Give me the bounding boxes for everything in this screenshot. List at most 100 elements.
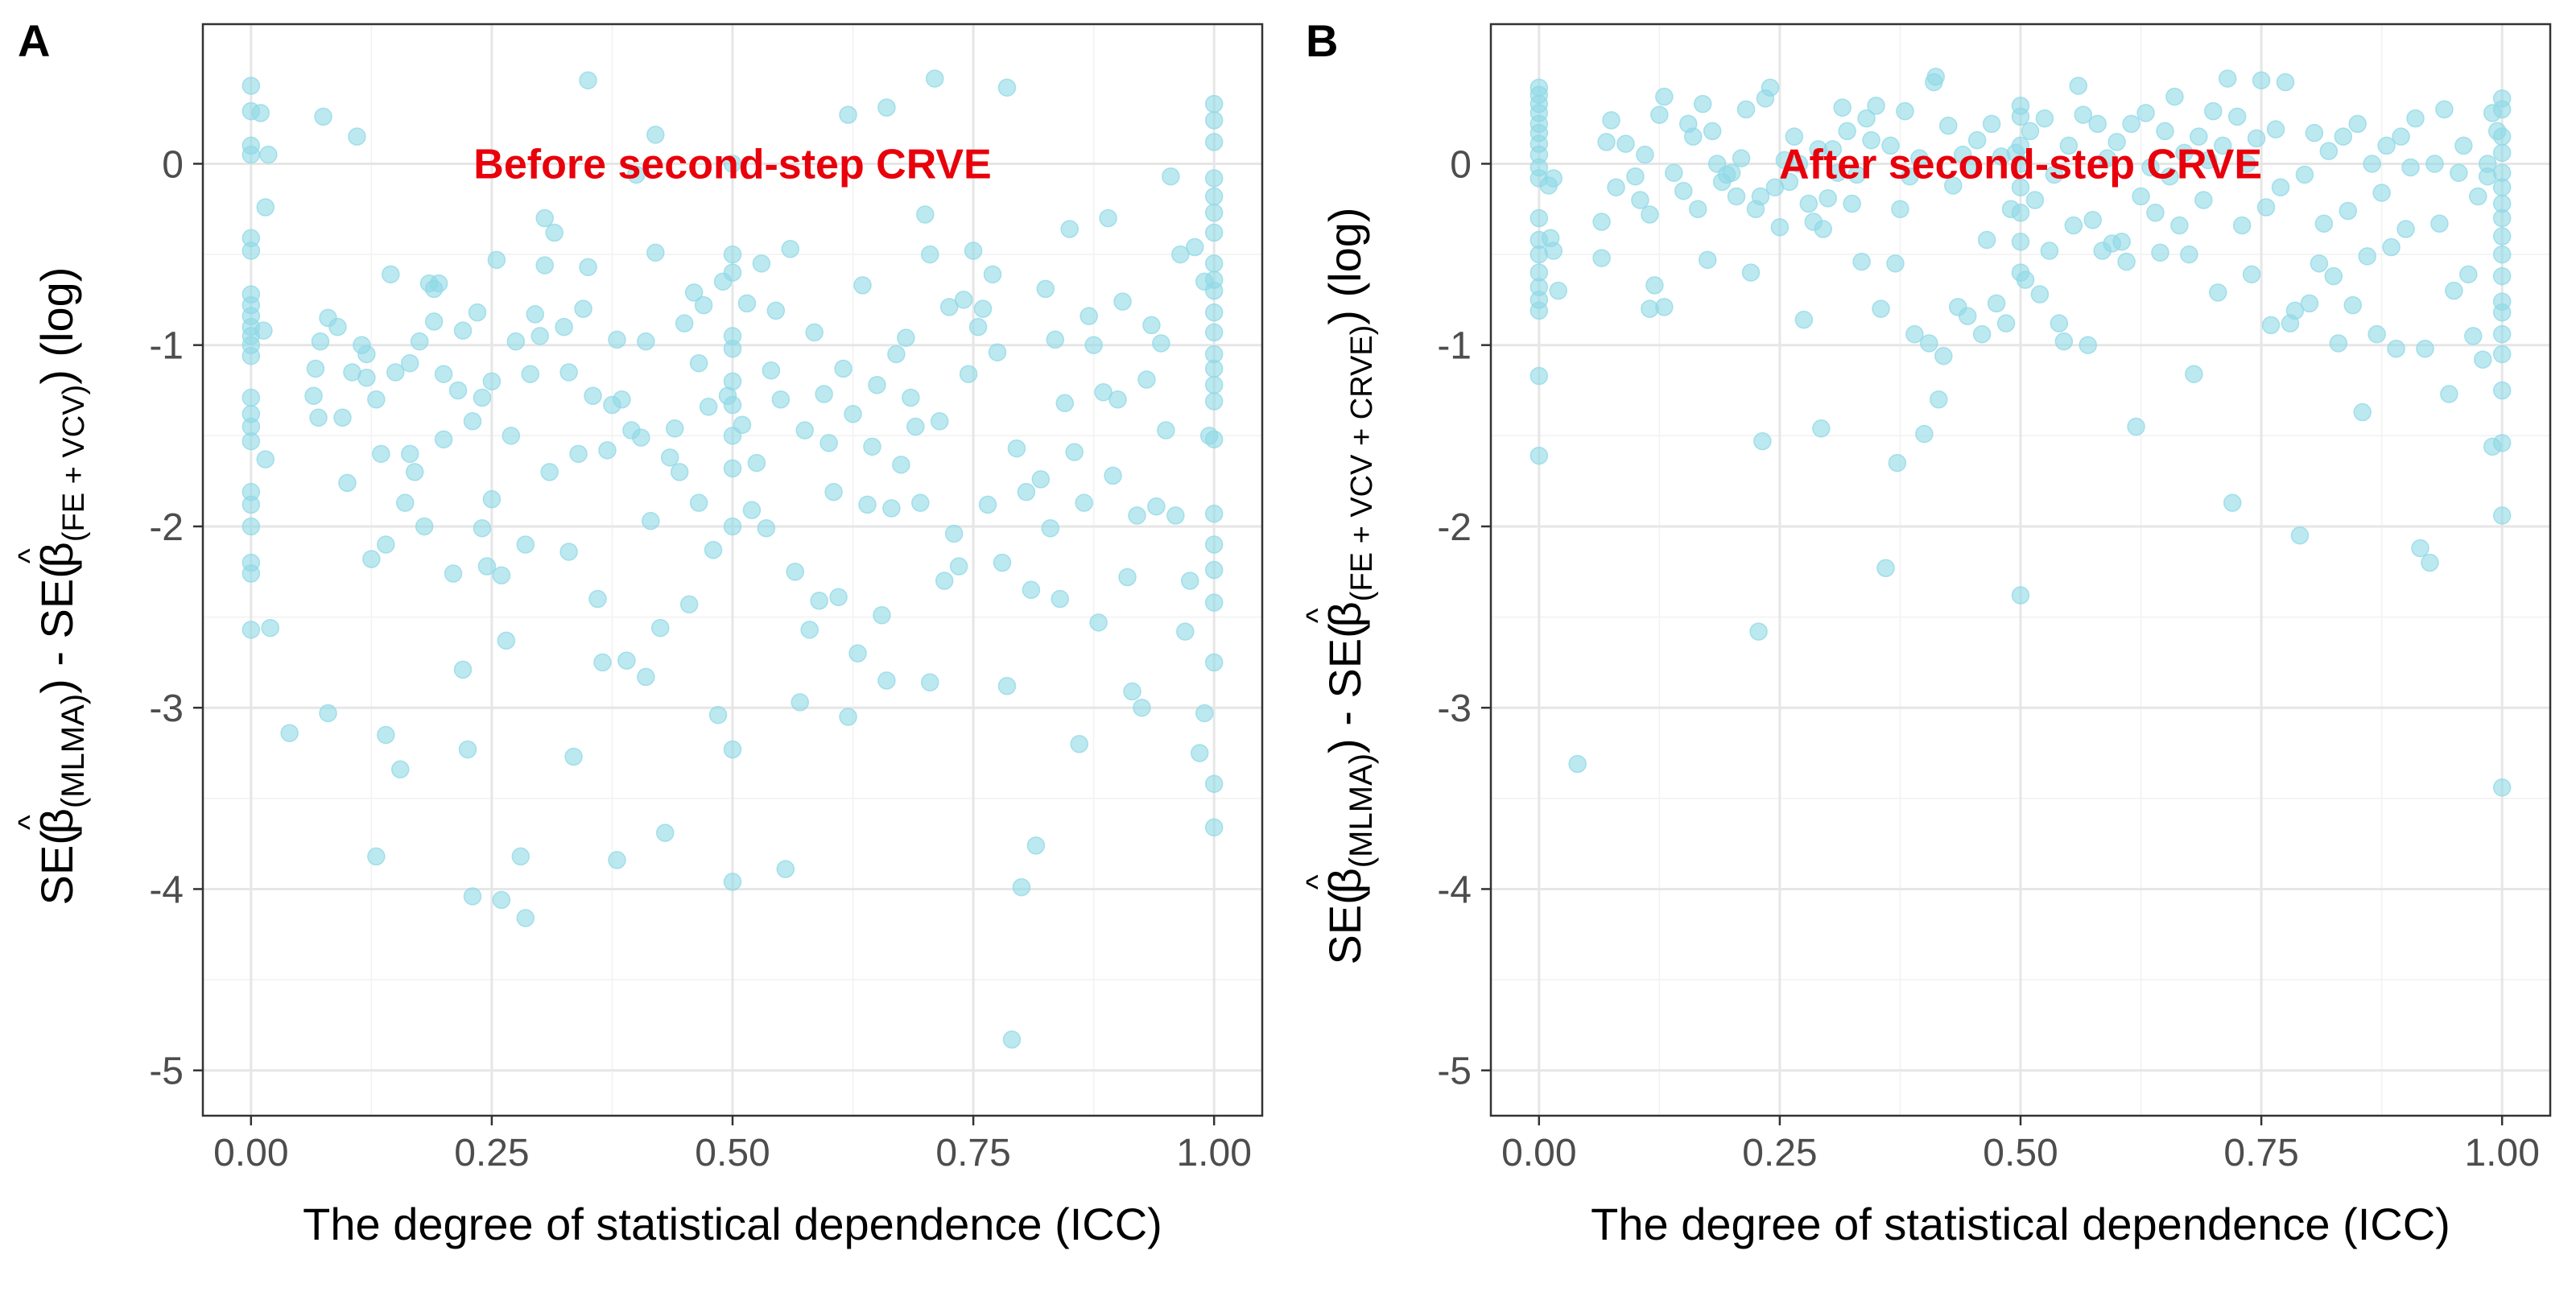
scatter-point bbox=[2492, 381, 2512, 400]
scatter-point bbox=[559, 543, 578, 561]
scatter-point bbox=[1753, 431, 1772, 451]
scatter-point bbox=[1939, 116, 1958, 135]
scatter-point bbox=[921, 245, 939, 264]
scatter-point bbox=[810, 592, 828, 610]
scatter-point bbox=[954, 291, 973, 309]
x-tick-label: 0.50 bbox=[695, 1132, 770, 1174]
scatter-point bbox=[1896, 101, 1914, 121]
scatter-point bbox=[2127, 417, 2145, 436]
scatter-point bbox=[983, 265, 1002, 284]
scatter-point bbox=[453, 321, 473, 340]
scatter-point bbox=[2492, 143, 2512, 163]
scatter-point bbox=[242, 241, 261, 260]
scatter-point bbox=[502, 427, 521, 445]
scatter-point bbox=[699, 398, 718, 416]
scatter-point bbox=[1186, 237, 1204, 257]
scatter-point bbox=[637, 667, 655, 687]
scatter-point bbox=[372, 444, 390, 464]
scatter-point bbox=[892, 456, 910, 474]
scatter-point bbox=[959, 365, 978, 383]
scatter-point bbox=[723, 740, 742, 759]
scatter-point bbox=[2329, 334, 2348, 353]
scatter-point bbox=[1108, 390, 1127, 409]
scatter-point bbox=[2088, 114, 2107, 134]
scatter-point bbox=[2011, 107, 2030, 126]
scatter-point bbox=[400, 353, 419, 373]
scatter-point bbox=[873, 606, 891, 625]
scatter-point bbox=[256, 450, 275, 469]
scatter-point bbox=[1084, 336, 1103, 354]
scatter-point bbox=[747, 453, 766, 473]
x-tick-label: 1.00 bbox=[2464, 1132, 2539, 1174]
scatter-points bbox=[242, 69, 1224, 1049]
y-title-suffix: ) (log) bbox=[1319, 207, 1370, 324]
scatter-point bbox=[1886, 254, 1905, 273]
scatter-point bbox=[2083, 211, 2102, 229]
scatter-point bbox=[482, 372, 502, 390]
scatter-point bbox=[723, 372, 742, 390]
scatter-point bbox=[2040, 241, 2059, 260]
scatter-point bbox=[434, 365, 453, 383]
scatter-point bbox=[304, 386, 323, 406]
scatter-point bbox=[670, 463, 689, 481]
scatter-point bbox=[468, 303, 487, 322]
scatter-point bbox=[608, 851, 626, 869]
scatter-point bbox=[2492, 100, 2512, 119]
scatter-point bbox=[2122, 114, 2140, 134]
scatter-point bbox=[973, 299, 993, 318]
scatter-point bbox=[516, 535, 535, 554]
scatter-point bbox=[944, 524, 964, 543]
scatter-point bbox=[921, 673, 939, 691]
scatter-point bbox=[1133, 698, 1151, 717]
y-title-subscript: (FE + VCV) bbox=[57, 385, 91, 542]
scatter-point bbox=[497, 631, 516, 650]
scatter-point bbox=[824, 482, 843, 502]
y-title-middle: ) - SE( bbox=[1319, 623, 1370, 753]
scatter-point bbox=[708, 705, 728, 724]
scatter-point bbox=[776, 860, 795, 878]
scatter-point bbox=[1616, 134, 1635, 153]
scatter-point bbox=[1026, 836, 1046, 855]
scatter-point bbox=[535, 208, 554, 228]
panel-annotation: After second-step CRVE bbox=[1779, 141, 2262, 188]
scatter-point bbox=[858, 495, 877, 514]
y-title-prefix: SE( bbox=[31, 830, 82, 906]
scatter-point bbox=[2469, 187, 2487, 206]
scatter-point bbox=[1597, 133, 1616, 151]
scatter-point bbox=[1674, 181, 1693, 200]
scatter-point bbox=[1645, 276, 1664, 295]
scatter-point bbox=[2406, 109, 2425, 128]
x-tick-label: 0.75 bbox=[2223, 1132, 2298, 1174]
scatter-point bbox=[877, 98, 896, 117]
scatter-point bbox=[1698, 250, 1717, 270]
scatter-point bbox=[2421, 553, 2439, 572]
scatter-point bbox=[492, 566, 511, 585]
scatter-point bbox=[906, 417, 925, 436]
scatter-point bbox=[1693, 94, 1712, 114]
y-title-hat: ^ bbox=[1300, 608, 1335, 623]
scatter-point bbox=[463, 887, 482, 906]
scatter-point bbox=[2285, 301, 2305, 320]
scatter-point bbox=[723, 873, 742, 891]
scatter-point bbox=[1996, 314, 2016, 332]
y-title-subscript: (MLMA) bbox=[1344, 753, 1379, 868]
scatter-point bbox=[930, 412, 949, 431]
scatter-point bbox=[1204, 303, 1224, 322]
scatter-point bbox=[2392, 127, 2410, 146]
scatter-point bbox=[1012, 877, 1031, 897]
y-title-suffix: ) (log) bbox=[31, 267, 82, 385]
scatter-point bbox=[665, 419, 684, 438]
scatter-point bbox=[757, 518, 776, 538]
scatter-point bbox=[1814, 220, 1832, 238]
scatter-point bbox=[1794, 310, 1814, 329]
scatter-point bbox=[569, 444, 588, 464]
scatter-point bbox=[617, 651, 636, 670]
scatter-point bbox=[1926, 68, 1945, 86]
scatter-point bbox=[535, 256, 554, 274]
scatter-point bbox=[2492, 266, 2512, 286]
scatter-point bbox=[786, 563, 805, 581]
scatter-point bbox=[2276, 72, 2295, 92]
scatter-point bbox=[242, 495, 261, 514]
scatter-point bbox=[598, 441, 617, 460]
